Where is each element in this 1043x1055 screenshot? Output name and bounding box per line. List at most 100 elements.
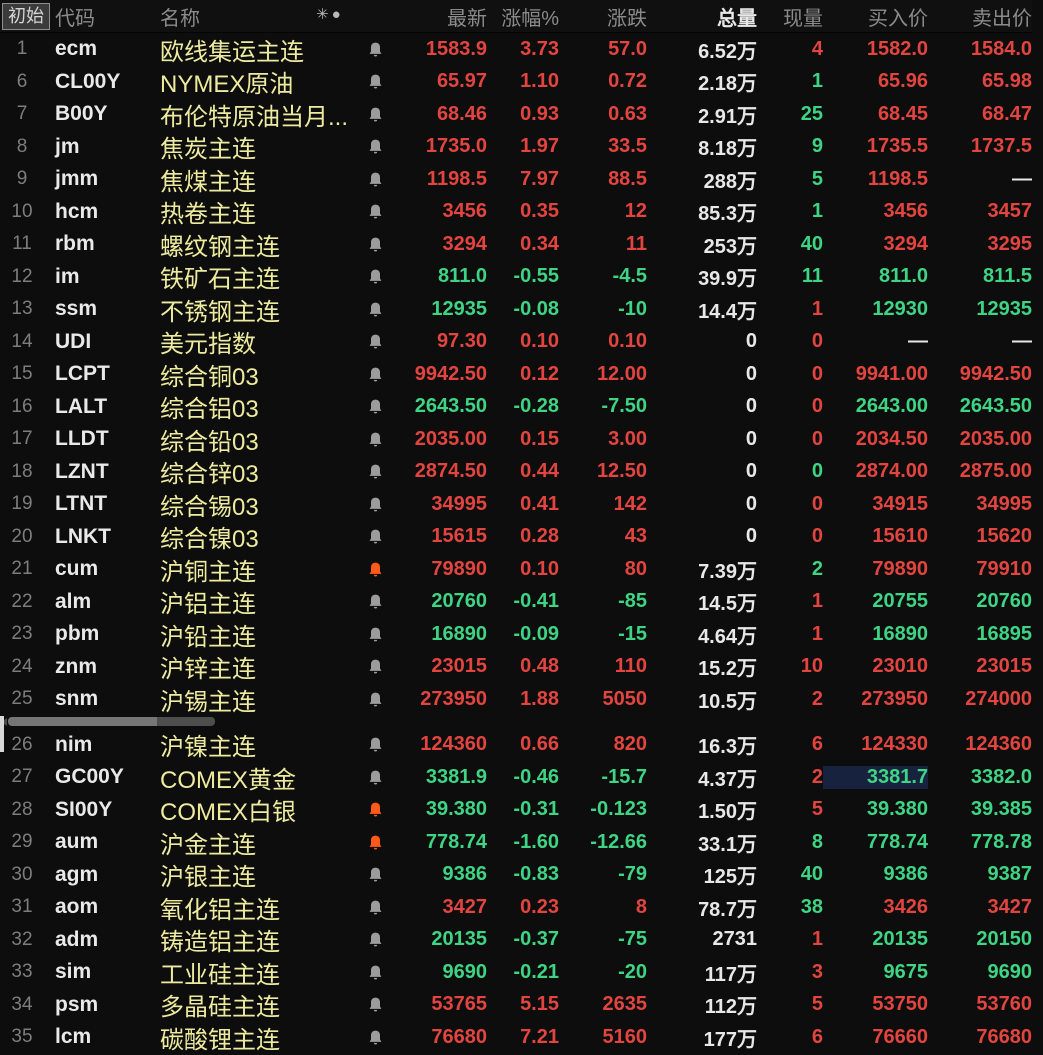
change-percent: 0.93 — [520, 102, 559, 125]
table-row[interactable]: 32 adm 铸造铝主连 20135 -0.37 -75 2731 1 2013… — [0, 924, 1032, 957]
change-value: 11 — [625, 232, 647, 255]
column-header-sell-price[interactable]: 卖出价 — [972, 7, 1032, 30]
column-header-current-volume[interactable]: 现量 — [783, 7, 823, 30]
column-header-code[interactable]: 代码 — [55, 7, 95, 30]
alert-bell-icon[interactable] — [355, 330, 395, 353]
last-price: 2643.50 — [414, 395, 487, 418]
alert-bell-icon[interactable] — [355, 265, 395, 288]
column-header-total-volume[interactable]: 总量 — [717, 7, 757, 30]
buy-price: 778.74 — [866, 830, 928, 853]
table-row[interactable]: 34 psm 多晶硅主连 53765 5.15 2635 112万 5 5375… — [0, 989, 1032, 1022]
scroll-left-arrow-icon[interactable] — [1, 717, 7, 726]
table-row[interactable]: 35 lcm 碳酸锂主连 76680 7.21 5160 177万 6 7666… — [0, 1021, 1032, 1054]
change-percent: 1.10 — [520, 70, 559, 93]
buy-price: 811.0 — [879, 265, 928, 288]
alert-bell-icon[interactable] — [355, 428, 395, 451]
table-row[interactable]: 23 pbm 沪铅主连 16890 -0.09 -15 4.64万 1 1689… — [0, 618, 1032, 651]
table-row[interactable]: 25 snm 沪锡主连 273950 1.88 5050 10.5万 2 273… — [0, 683, 1032, 716]
current-volume: 2 — [811, 765, 823, 788]
alert-bell-icon[interactable] — [355, 896, 395, 919]
alert-bell-icon[interactable] — [355, 38, 395, 61]
alert-bell-icon[interactable] — [355, 993, 395, 1016]
alert-bell-icon[interactable] — [355, 200, 395, 223]
alert-bell-icon[interactable] — [355, 1026, 395, 1049]
current-volume: 5 — [811, 167, 823, 190]
table-row[interactable]: 33 sim 工业硅主连 9690 -0.21 -20 117万 3 9675 … — [0, 956, 1032, 989]
table-row[interactable]: 22 alm 沪铝主连 20760 -0.41 -85 14.5万 1 2075… — [0, 586, 1032, 619]
vertical-scrollbar-fragment[interactable] — [0, 716, 4, 752]
column-header-buy-price[interactable]: 买入价 — [868, 7, 928, 30]
alert-bell-icon[interactable] — [355, 168, 395, 191]
alert-bell-icon[interactable] — [355, 103, 395, 126]
table-row[interactable]: 14 UDI 美元指数 97.30 0.10 0.10 0 0 — — — [0, 326, 1032, 359]
table-row[interactable]: 9 jmm 焦煤主连 1198.5 7.97 88.5 288万 5 1198.… — [0, 163, 1032, 196]
table-row[interactable]: 7 B00Y 布伦特原油当月... 68.46 0.93 0.63 2.91万 … — [0, 98, 1032, 131]
alert-bell-icon[interactable] — [355, 70, 395, 93]
table-row[interactable]: 28 SI00Y COMEX白银 39.380 -0.31 -0.123 1.5… — [0, 794, 1032, 827]
row-number: 14 — [11, 330, 33, 352]
alert-bell-icon[interactable] — [355, 395, 395, 418]
alert-bell-icon[interactable] — [355, 688, 395, 711]
change-percent: -0.55 — [513, 265, 559, 288]
initial-tab-button[interactable]: 初始 — [2, 3, 50, 30]
column-header-change[interactable]: 涨跌 — [607, 7, 647, 30]
table-row[interactable]: 6 CL00Y NYMEX原油 65.97 1.10 0.72 2.18万 1 … — [0, 66, 1032, 99]
table-row[interactable]: 13 ssm 不锈钢主连 12935 -0.08 -10 14.4万 1 129… — [0, 293, 1032, 326]
table-row[interactable]: 31 aom 氧化铝主连 3427 0.23 8 78.7万 38 3426 3… — [0, 891, 1032, 924]
alert-bell-icon[interactable] — [355, 590, 395, 613]
last-price: 2874.50 — [414, 460, 487, 483]
total-volume: 2.91万 — [698, 105, 757, 128]
buy-price: 3426 — [883, 895, 929, 918]
column-header-last[interactable]: 最新 — [447, 7, 487, 30]
table-row[interactable]: 18 LZNT 综合锌03 2874.50 0.44 12.50 0 0 287… — [0, 456, 1032, 489]
change-percent: 1.97 — [520, 135, 559, 158]
alert-bell-icon[interactable] — [355, 623, 395, 646]
buy-price: 68.45 — [877, 102, 928, 125]
table-row[interactable]: 11 rbm 螺纹钢主连 3294 0.34 11 253万 40 3294 3… — [0, 228, 1032, 261]
alert-bell-icon[interactable] — [355, 460, 395, 483]
table-row[interactable]: 15 LCPT 综合铜03 9942.50 0.12 12.00 0 0 994… — [0, 358, 1032, 391]
table-row[interactable]: 20 LNKT 综合镍03 15615 0.28 43 0 0 15610 15… — [0, 521, 1032, 554]
table-row[interactable]: 16 LALT 综合铝03 2643.50 -0.28 -7.50 0 0 26… — [0, 391, 1032, 424]
alert-bell-icon[interactable] — [355, 298, 395, 321]
table-row[interactable]: 30 agm 沪银主连 9386 -0.83 -79 125万 40 9386 … — [0, 859, 1032, 892]
sell-price: 124360 — [965, 733, 1032, 756]
alert-bell-icon[interactable] — [355, 493, 395, 516]
table-row[interactable]: 8 jm 焦炭主连 1735.0 1.97 33.5 8.18万 9 1735.… — [0, 131, 1032, 164]
alert-bell-icon[interactable] — [355, 798, 395, 821]
alert-bell-icon[interactable] — [355, 525, 395, 548]
table-row[interactable]: 10 hcm 热卷主连 3456 0.35 12 85.3万 1 3456 34… — [0, 196, 1032, 229]
column-header-change-percent[interactable]: 涨幅% — [501, 7, 559, 30]
alert-bell-icon[interactable] — [355, 135, 395, 158]
table-row[interactable]: 1 ecm 欧线集运主连 1583.9 3.73 57.0 6.52万 4 15… — [0, 33, 1032, 66]
table-row[interactable]: 19 LTNT 综合锡03 34995 0.41 142 0 0 34915 3… — [0, 488, 1032, 521]
change-percent: -0.46 — [513, 765, 559, 788]
alert-bell-icon[interactable] — [355, 928, 395, 951]
alert-bell-icon[interactable] — [355, 558, 395, 581]
alert-bell-icon[interactable] — [355, 863, 395, 886]
current-volume: 1 — [811, 590, 823, 613]
alert-bell-icon[interactable] — [355, 961, 395, 984]
alert-bell-icon[interactable] — [355, 233, 395, 256]
alert-bell-icon[interactable] — [355, 733, 395, 756]
alert-bell-icon[interactable] — [355, 655, 395, 678]
contract-code: alm — [55, 589, 92, 613]
alert-bell-icon[interactable] — [355, 363, 395, 386]
table-row[interactable]: 17 LLDT 综合铅03 2035.00 0.15 3.00 0 0 2034… — [0, 423, 1032, 456]
column-header-name[interactable]: 名称 — [160, 7, 200, 30]
table-row[interactable]: 27 GC00Y COMEX黄金 3381.9 -0.46 -15.7 4.37… — [0, 761, 1032, 794]
sell-price: 20150 — [976, 928, 1032, 951]
total-volume: 0 — [745, 427, 757, 450]
table-row[interactable]: 26 nim 沪镍主连 124360 0.66 820 16.3万 6 1243… — [0, 729, 1032, 762]
scrollbar-thumb[interactable] — [8, 716, 215, 726]
contract-code: psm — [55, 992, 99, 1016]
table-row[interactable]: 24 znm 沪锌主连 23015 0.48 110 15.2万 10 2301… — [0, 651, 1032, 684]
alert-bell-icon[interactable] — [355, 766, 395, 789]
table-row[interactable]: 21 cum 沪铜主连 79890 0.10 80 7.39万 2 79890 … — [0, 553, 1032, 586]
horizontal-scrollbar[interactable] — [0, 716, 1032, 729]
table-row[interactable]: 12 im 铁矿石主连 811.0 -0.55 -4.5 39.9万 11 81… — [0, 261, 1032, 294]
change-percent: -0.41 — [513, 590, 559, 613]
buy-price: 3456 — [883, 200, 929, 223]
table-row[interactable]: 29 aum 沪金主连 778.74 -1.60 -12.66 33.1万 8 … — [0, 826, 1032, 859]
alert-bell-icon[interactable] — [355, 831, 395, 854]
